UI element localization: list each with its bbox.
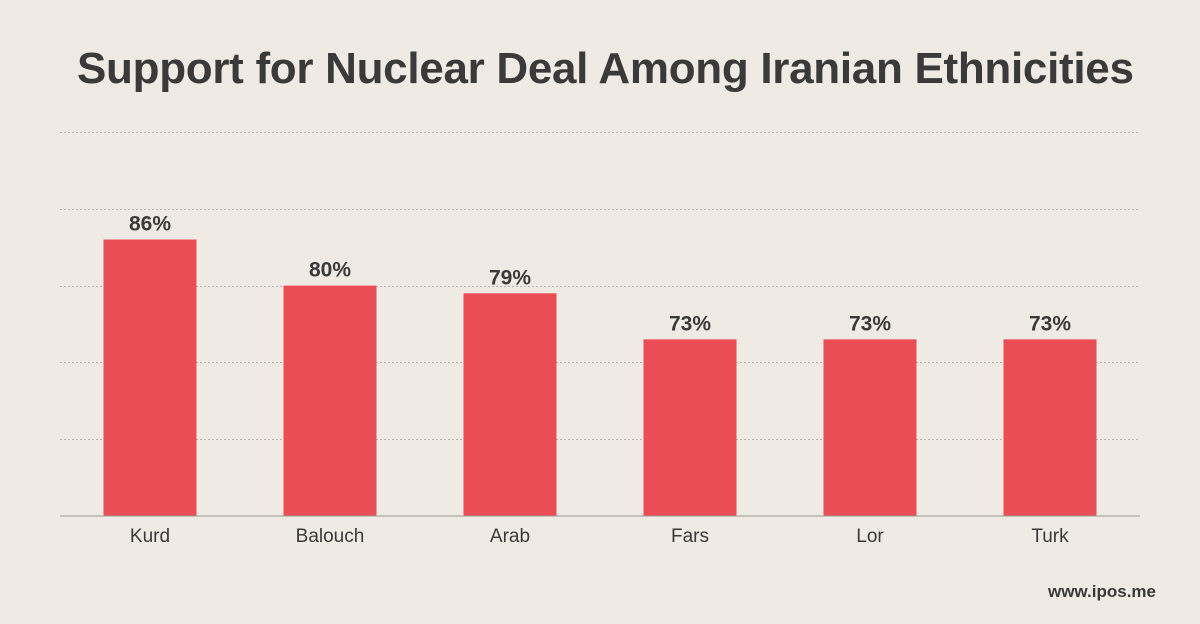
chart-title: Support for Nuclear Deal Among Iranian E…: [77, 44, 1134, 93]
value-label-fars: 73%: [669, 312, 711, 335]
value-label-turk: 73%: [1029, 312, 1071, 335]
category-label-balouch: Balouch: [296, 526, 365, 547]
bar-fars: [643, 339, 737, 516]
value-label-lor: 73%: [849, 312, 891, 335]
category-label-lor: Lor: [856, 526, 884, 547]
category-label-turk: Turk: [1031, 526, 1069, 547]
value-labels: 86% 80% 79% 73% 73% 73%: [129, 213, 1071, 336]
gridlines: [60, 132, 1140, 440]
bar-kurd: [103, 239, 197, 516]
source-url: www.ipos.me: [1047, 582, 1156, 601]
category-labels: Kurd Balouch Arab Fars Lor Turk: [130, 526, 1069, 547]
bars: [103, 239, 1097, 516]
value-label-kurd: 86%: [129, 213, 171, 236]
category-label-arab: Arab: [490, 526, 530, 547]
value-label-arab: 79%: [489, 266, 531, 289]
bar-lor: [823, 339, 917, 516]
bar-turk: [1003, 339, 1097, 516]
bar-arab: [463, 293, 557, 516]
value-label-balouch: 80%: [309, 259, 351, 282]
category-label-kurd: Kurd: [130, 526, 170, 547]
bar-balouch: [283, 285, 377, 516]
category-label-fars: Fars: [671, 526, 709, 547]
